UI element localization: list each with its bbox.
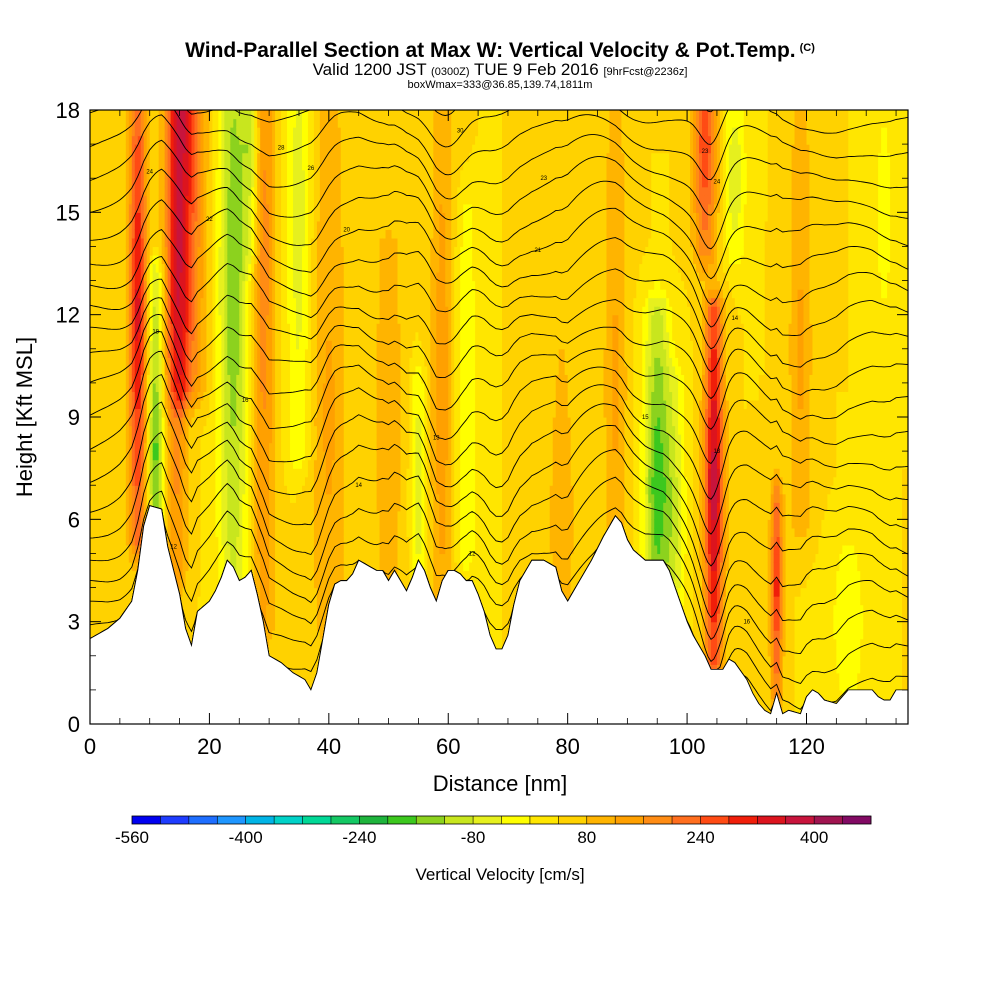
- cross-section-chart: 1413121513161814202221242623242830231216…: [0, 0, 1000, 1000]
